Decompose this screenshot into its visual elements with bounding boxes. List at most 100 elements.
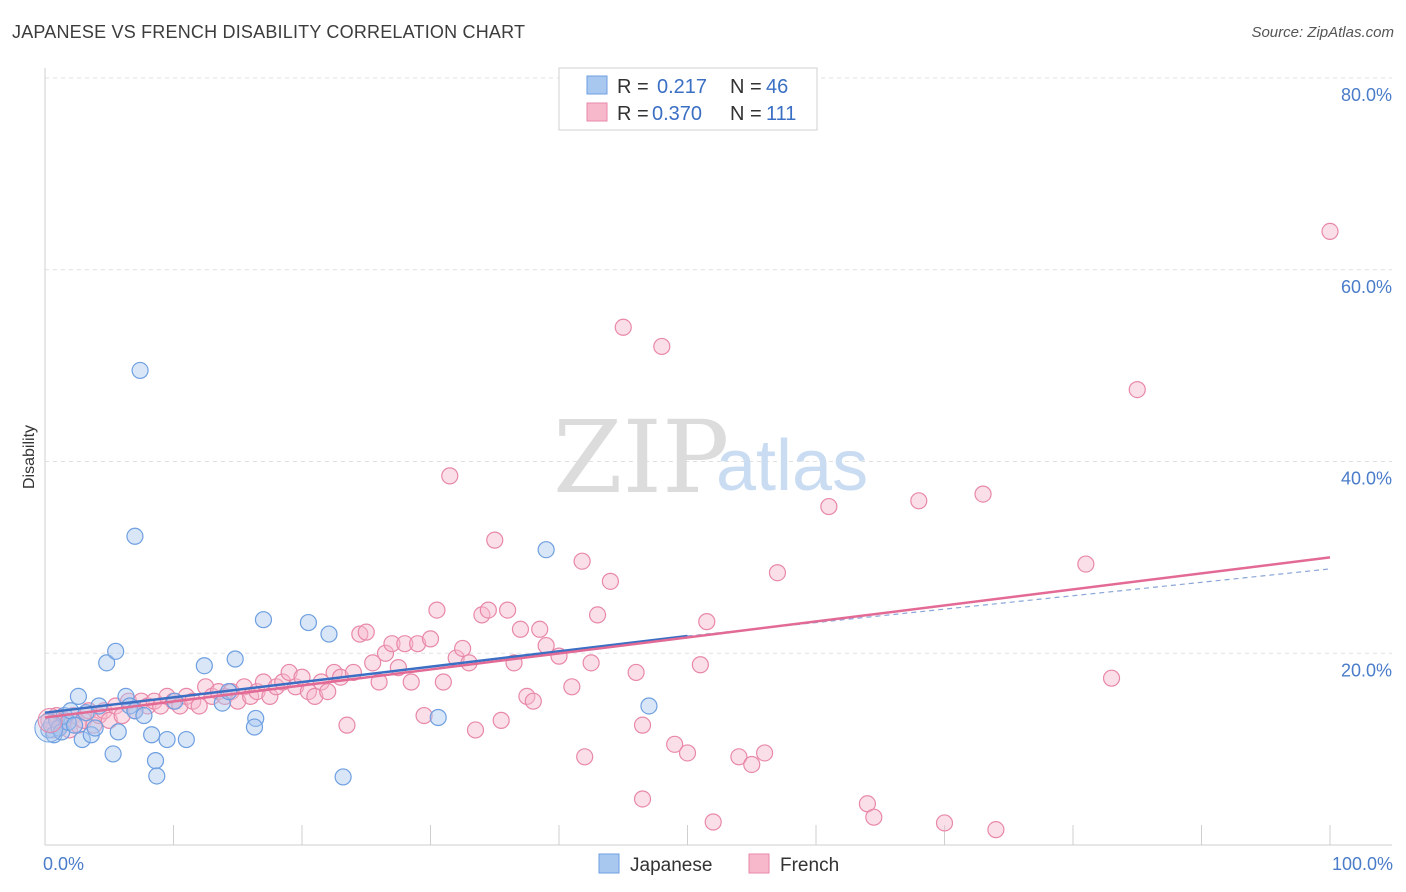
french-point — [1102, 669, 1121, 687]
french-point — [576, 748, 594, 766]
french-point — [357, 623, 375, 641]
french-point — [492, 711, 510, 729]
watermark-atlas: atlas — [716, 426, 868, 506]
french-point — [454, 639, 472, 658]
legend-r-value-japanese: 0.217 — [657, 76, 707, 98]
french-point — [338, 716, 356, 734]
french-point — [409, 635, 427, 653]
french-point — [820, 497, 838, 516]
french-point — [511, 620, 530, 638]
axes — [44, 68, 1392, 846]
french-point — [865, 808, 883, 826]
watermark: ZIP atlas — [553, 399, 868, 516]
legend-n-value-french: 111 — [766, 103, 796, 125]
french-point — [421, 630, 440, 648]
french-point — [627, 663, 645, 682]
japanese-point — [254, 611, 273, 629]
french-point — [698, 613, 716, 631]
chart-title: JAPANESE VS FRENCH DISABILITY CORRELATIO… — [12, 22, 526, 42]
french-point — [935, 814, 954, 832]
french-point — [573, 552, 591, 570]
japanese-point-cluster — [34, 713, 64, 743]
legend-r-value-french: 0.370 — [652, 103, 702, 125]
french-point — [987, 821, 1005, 839]
french-point — [486, 531, 504, 549]
french-point — [441, 467, 459, 485]
french-point — [466, 721, 485, 739]
japanese-point — [247, 709, 265, 728]
french-point — [730, 748, 748, 766]
japanese-point — [334, 768, 352, 786]
legend-n-label-japanese: N = — [730, 76, 762, 98]
japanese-point — [158, 730, 176, 749]
french-point — [633, 790, 652, 808]
french-point-cluster — [37, 707, 63, 733]
french-point — [499, 601, 517, 619]
legend-r-label-japanese: R = — [617, 76, 649, 98]
japanese-point — [146, 752, 165, 770]
french-point — [479, 601, 497, 619]
y-tick-label: 80.0% — [1341, 85, 1392, 105]
french-point — [768, 564, 787, 582]
y-tick-label: 40.0% — [1341, 469, 1392, 489]
bottom-legend-swatch-french — [748, 853, 770, 874]
japanese-point — [177, 730, 195, 749]
chart-source: Source: ZipAtlas.com — [1251, 24, 1394, 41]
y-axis-label: Disability — [21, 425, 38, 489]
japanese-point — [104, 745, 122, 763]
french-point — [100, 711, 118, 729]
french-point — [415, 706, 433, 725]
legend-r-label-french: R = — [617, 103, 649, 125]
french-point — [563, 678, 581, 696]
french-point — [633, 716, 652, 734]
japanese-point — [226, 650, 244, 668]
legend-n-value-japanese: 46 — [766, 76, 788, 98]
french-trend-line — [44, 556, 1331, 719]
japanese-point — [148, 767, 166, 785]
french-point — [396, 635, 414, 653]
japanese-point — [73, 730, 91, 749]
french-point — [306, 687, 324, 705]
french-point — [614, 318, 632, 336]
french-point — [402, 673, 420, 691]
french-point — [910, 492, 928, 510]
japanese-point — [65, 716, 84, 734]
french-point — [428, 601, 446, 619]
french-point — [524, 692, 542, 710]
french-point — [974, 485, 992, 503]
french-point — [531, 620, 549, 638]
japanese-point — [299, 613, 318, 632]
french-point — [280, 663, 298, 682]
japanese-point — [131, 361, 149, 380]
japanese-point — [117, 687, 135, 705]
french-point — [666, 735, 684, 753]
japanese-trend-line — [44, 634, 688, 714]
japanese-point — [98, 654, 116, 672]
french-point — [588, 606, 607, 624]
japanese-point — [109, 723, 127, 741]
x-tick-label-max: 100.0% — [1332, 854, 1393, 874]
french-point — [743, 755, 761, 774]
legend-swatch-french — [586, 102, 608, 122]
bottom-legend-label-japanese: Japanese — [630, 855, 712, 876]
points — [34, 222, 1339, 839]
french-point — [319, 682, 337, 701]
legend-swatch-japanese — [586, 75, 608, 95]
french-point — [1128, 380, 1146, 399]
french-point — [691, 656, 709, 674]
french-point — [434, 673, 452, 691]
french-point — [1077, 555, 1095, 573]
legend-n-label-french: N = — [730, 103, 762, 125]
french-point — [582, 654, 600, 672]
japanese-point — [107, 642, 125, 660]
french-point — [678, 744, 697, 762]
japanese-point — [195, 657, 213, 675]
french-point — [601, 572, 620, 590]
french-point — [704, 813, 722, 831]
y-tick-label: 20.0% — [1341, 660, 1392, 680]
japanese-point — [135, 706, 153, 725]
japanese-point — [86, 719, 104, 737]
bottom-legend-swatch-japanese — [598, 853, 620, 874]
watermark-zip: ZIP — [553, 399, 729, 516]
